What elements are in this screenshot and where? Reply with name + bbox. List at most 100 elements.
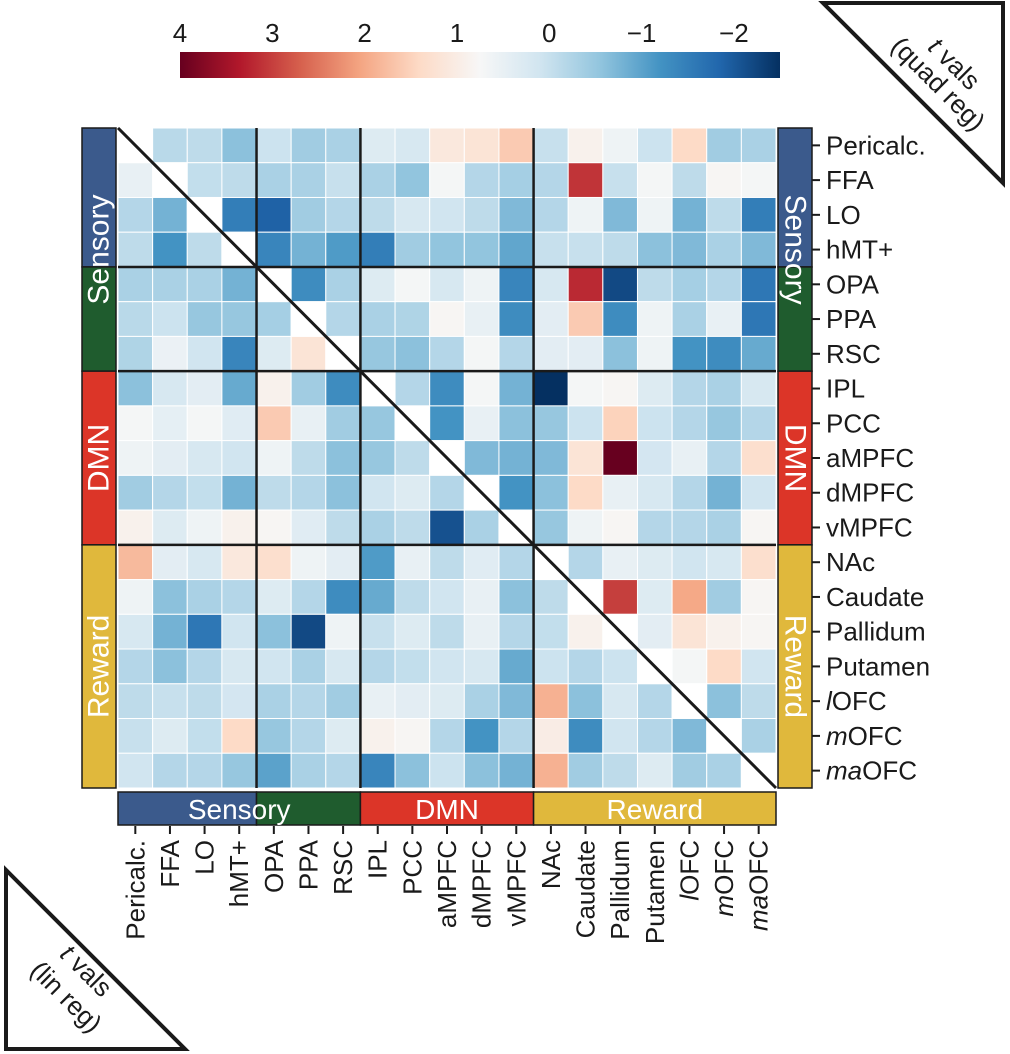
- heatmap-cell: [429, 266, 465, 303]
- group-bar-reward: [777, 544, 813, 789]
- heatmap-cell: [533, 509, 569, 546]
- heatmap-cell: [394, 196, 431, 233]
- heatmap-cell: [498, 335, 535, 372]
- heatmap-cell: [706, 405, 742, 442]
- heatmap-cell: [221, 544, 258, 581]
- heatmap-cell: [429, 127, 465, 164]
- heatmap-cell: [636, 196, 673, 233]
- heatmap-cell: [567, 544, 604, 581]
- y-tick-label: NAc: [826, 547, 875, 577]
- y-tick-label: Putamen: [826, 651, 930, 681]
- heatmap-cell: [498, 405, 535, 442]
- heatmap-cell: [429, 648, 465, 685]
- heatmap-cell: [290, 718, 327, 754]
- heatmap-cell: [636, 440, 673, 476]
- heatmap-cell: [117, 509, 154, 546]
- heatmap-cell: [740, 301, 777, 337]
- heatmap-cell: [636, 718, 673, 754]
- heatmap-cell: [359, 509, 396, 546]
- heatmap-cell: [602, 231, 638, 268]
- heatmap-cell: [152, 335, 188, 372]
- heatmap-cell: [602, 335, 638, 372]
- heatmap-cell: [567, 440, 604, 476]
- region-prefix: ma: [744, 895, 774, 931]
- group-bar-dmn: [81, 370, 117, 546]
- heatmap-cell: [325, 370, 361, 407]
- heatmap-cell: [567, 405, 604, 442]
- heatmap-cell: [463, 370, 500, 407]
- heatmap-cell: [290, 370, 327, 407]
- heatmap-cell: [290, 335, 327, 372]
- heatmap-cell: [117, 370, 154, 407]
- heatmap-cell: [533, 683, 569, 720]
- heatmap-cell: [256, 613, 292, 650]
- heatmap-cell: [636, 613, 673, 650]
- x-tick-label: Caudate: [571, 840, 601, 938]
- heatmap-cell: [463, 196, 500, 233]
- heatmap-cell: [325, 266, 361, 303]
- heatmap-cell: [359, 266, 396, 303]
- colorbar-tick-label: 2: [357, 18, 371, 48]
- y-tick-label: aMPFC: [826, 443, 914, 473]
- heatmap-cell: [256, 474, 292, 511]
- heatmap-cell: [290, 440, 327, 476]
- heatmap-cell: [256, 370, 292, 407]
- heatmap-cell: [290, 613, 327, 650]
- heatmap-cell: [533, 718, 569, 754]
- heatmap-cell: [290, 752, 327, 789]
- heatmap-cell: [186, 683, 223, 720]
- heatmap-cell: [186, 613, 223, 650]
- heatmap-cell: [394, 613, 431, 650]
- heatmap-cell: [359, 405, 396, 442]
- heatmap-cell: [325, 301, 361, 337]
- x-tick-label: lOFC: [674, 840, 704, 901]
- heatmap-cell: [186, 405, 223, 442]
- heatmap-cell: [429, 683, 465, 720]
- heatmap-cell: [740, 266, 777, 303]
- y-tick-label: vMPFC: [826, 512, 913, 542]
- heatmap-cell: [463, 718, 500, 754]
- heatmap-cell: [533, 266, 569, 303]
- heatmap-cell: [394, 231, 431, 268]
- heatmap-cell: [463, 752, 500, 789]
- heatmap-cell: [290, 648, 327, 685]
- heatmap-cell: [602, 683, 638, 720]
- heatmap-cell: [325, 474, 361, 511]
- heatmap-cell: [567, 752, 604, 789]
- heatmap-cell: [221, 509, 258, 546]
- heatmap-cell: [117, 405, 154, 442]
- region-prefix: l: [674, 894, 704, 901]
- x-tick-label: LO: [190, 840, 220, 875]
- x-tick-label: mOFC: [709, 840, 739, 917]
- heatmap-cell: [671, 196, 708, 233]
- heatmap-cell: [290, 196, 327, 233]
- heatmap-cell: [498, 683, 535, 720]
- colorbar-tick-label: 1: [450, 18, 464, 48]
- heatmap-cell: [706, 301, 742, 337]
- heatmap-cell: [533, 162, 569, 198]
- heatmap-cell: [429, 544, 465, 581]
- heatmap-cell: [152, 683, 188, 720]
- heatmap-cell: [498, 370, 535, 407]
- heatmap-cell: [498, 162, 535, 198]
- heatmap-cell: [221, 266, 258, 303]
- heatmap-cell: [186, 648, 223, 685]
- heatmap-cell: [498, 544, 535, 581]
- heatmap-cell: [256, 440, 292, 476]
- heatmap-cell: [740, 613, 777, 650]
- heatmap-cell: [256, 196, 292, 233]
- heatmap-cell: [602, 474, 638, 511]
- heatmap-cell: [671, 718, 708, 754]
- colorbar-tick-label: −1: [627, 18, 657, 48]
- x-tick-label: FFA: [155, 839, 185, 887]
- heatmap-cell: [186, 231, 223, 268]
- heatmap-cell: [498, 579, 535, 615]
- heatmap-cell: [533, 370, 569, 407]
- x-tick-label: PCC: [397, 840, 427, 895]
- heatmap-cell: [636, 544, 673, 581]
- region-prefix: m: [709, 895, 739, 917]
- heatmap-cell: [152, 440, 188, 476]
- heatmap-cell: [186, 718, 223, 754]
- heatmap-cell: [429, 196, 465, 233]
- heatmap-cell: [186, 127, 223, 164]
